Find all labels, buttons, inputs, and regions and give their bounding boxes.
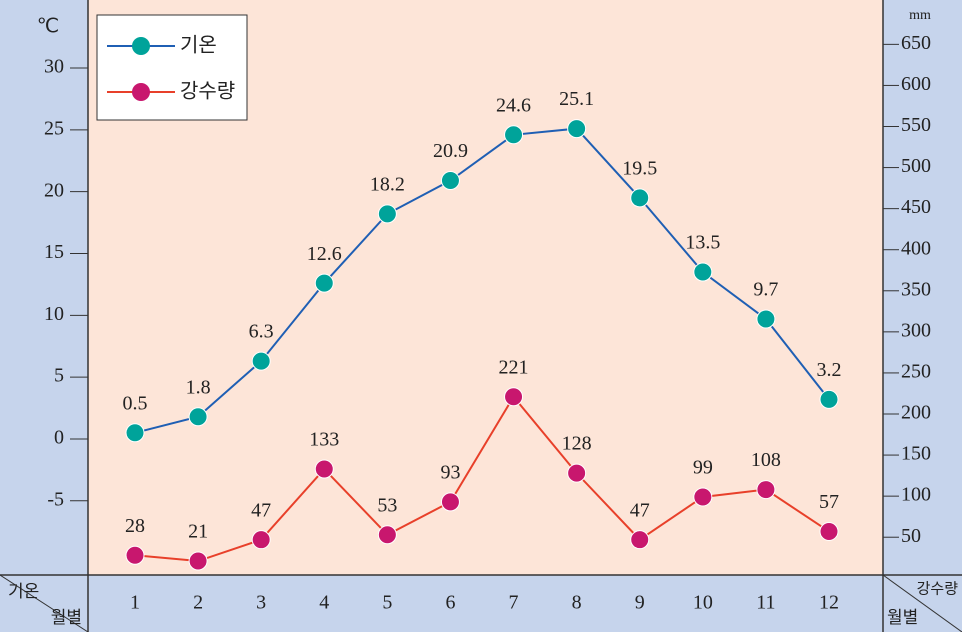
y2-tick-label: 450 <box>901 196 931 218</box>
data-point <box>693 487 713 507</box>
y2-tick-label: 50 <box>901 525 921 547</box>
y-tick-label: 25 <box>44 117 64 139</box>
y2-tick-label: 650 <box>901 32 931 54</box>
corner-label: 강수량 <box>917 580 959 598</box>
data-point <box>440 492 460 512</box>
data-label: 99 <box>693 457 713 479</box>
x-tick-label: 4 <box>319 592 329 614</box>
data-point <box>377 525 397 545</box>
data-point <box>440 171 460 191</box>
y2-tick-label: 550 <box>901 114 931 136</box>
data-label: 28 <box>125 515 145 537</box>
y-tick-label: 0 <box>54 427 64 449</box>
data-point <box>819 521 839 541</box>
y2-tick-label: 100 <box>901 484 931 506</box>
y2-tick-label: 400 <box>901 237 931 259</box>
data-label: 221 <box>499 356 529 378</box>
y-tick-label: 5 <box>54 365 64 387</box>
corner-label: 월별 <box>887 608 918 628</box>
y2-tick-label: 200 <box>901 402 931 424</box>
data-point <box>188 551 208 571</box>
x-tick-label: 10 <box>693 592 713 614</box>
data-label: 93 <box>440 461 460 483</box>
x-tick-label: 1 <box>130 592 140 614</box>
data-label: 57 <box>819 491 839 513</box>
y-tick-label: 20 <box>44 179 64 201</box>
data-label: 108 <box>751 449 781 471</box>
y2-unit: mm <box>909 8 931 23</box>
legend <box>96 14 248 121</box>
data-label: 20.9 <box>433 140 468 162</box>
data-point <box>251 530 271 550</box>
data-label: 25.1 <box>559 88 594 110</box>
x-tick-label: 5 <box>382 592 392 614</box>
data-label: 133 <box>309 429 339 451</box>
series-line <box>134 127 830 434</box>
data-point <box>314 273 334 293</box>
data-point <box>251 351 271 371</box>
corner-diagonal <box>882 574 962 632</box>
y2-tick-label: 600 <box>901 73 931 95</box>
data-label: 24.6 <box>496 94 531 116</box>
x-tick-label: 11 <box>756 592 775 614</box>
data-label: 6.3 <box>249 321 274 343</box>
data-point <box>630 530 650 550</box>
legend-label: 강수량 <box>180 79 235 103</box>
data-label: 9.7 <box>753 279 778 301</box>
data-label: 47 <box>630 499 650 521</box>
y-tick-label: -5 <box>47 488 64 510</box>
data-label: 18.2 <box>370 174 405 196</box>
data-label: 0.5 <box>123 392 148 414</box>
corner-diagonal <box>0 574 89 632</box>
data-point <box>756 480 776 500</box>
data-point <box>125 423 145 443</box>
y2-tick-label: 250 <box>901 361 931 383</box>
y2-tick-label: 500 <box>901 155 931 177</box>
x-tick-label: 9 <box>635 592 645 614</box>
corner-label: 기온 <box>8 582 39 602</box>
corner-label: 월별 <box>51 608 82 628</box>
data-label: 1.8 <box>186 376 211 398</box>
data-point <box>125 545 145 565</box>
data-label: 21 <box>188 521 208 543</box>
data-label: 13.5 <box>685 232 720 254</box>
legend-label: 기온 <box>180 33 217 57</box>
y2-tick-label: 150 <box>901 443 931 465</box>
y2-tick-label: 350 <box>901 278 931 300</box>
data-label: 19.5 <box>622 157 657 179</box>
legend-marker <box>132 83 150 101</box>
data-label: 53 <box>377 494 397 516</box>
x-tick-label: 6 <box>445 592 455 614</box>
data-label: 3.2 <box>817 359 842 381</box>
legend-marker <box>132 37 150 55</box>
y2-tick-label: 300 <box>901 319 931 341</box>
data-point <box>567 463 587 483</box>
x-tick-label: 8 <box>572 592 582 614</box>
data-label: 128 <box>562 433 592 455</box>
data-label: 47 <box>251 499 271 521</box>
x-tick-label: 3 <box>256 592 266 614</box>
x-tick-label: 7 <box>509 592 519 614</box>
data-point <box>314 459 334 479</box>
y-unit: ℃ <box>37 16 59 38</box>
y-tick-label: 10 <box>44 303 64 325</box>
x-tick-label: 2 <box>193 592 203 614</box>
data-point <box>377 204 397 224</box>
data-point <box>819 389 839 409</box>
data-point <box>693 262 713 282</box>
data-point <box>188 407 208 427</box>
series-line <box>134 395 830 563</box>
data-point <box>504 387 524 407</box>
data-point <box>504 125 524 145</box>
y-tick-label: 30 <box>44 56 64 78</box>
data-point <box>567 119 587 139</box>
data-label: 12.6 <box>307 243 342 265</box>
data-point <box>630 188 650 208</box>
y-tick-label: 15 <box>44 241 64 263</box>
x-tick-label: 12 <box>819 592 839 614</box>
data-point <box>756 309 776 329</box>
